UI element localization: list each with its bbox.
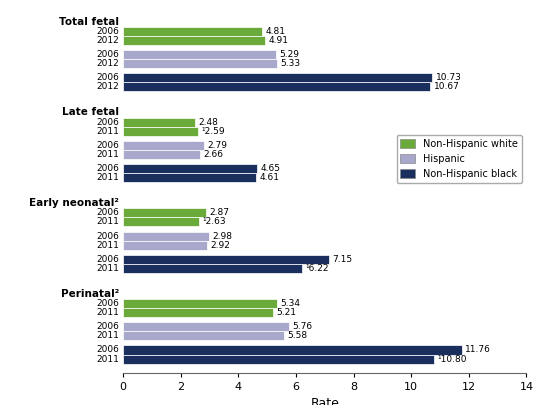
Text: 2006: 2006 xyxy=(96,27,119,36)
Text: 5.76: 5.76 xyxy=(292,322,312,331)
Text: Late fetal: Late fetal xyxy=(62,107,119,117)
Text: 2006: 2006 xyxy=(96,50,119,59)
Text: 4.81: 4.81 xyxy=(265,27,285,36)
Text: 2006: 2006 xyxy=(96,73,119,82)
Text: ¹2.59: ¹2.59 xyxy=(201,127,225,136)
Text: 2011: 2011 xyxy=(96,264,119,273)
Text: 2011: 2011 xyxy=(96,308,119,317)
Text: 10.67: 10.67 xyxy=(434,82,460,92)
Bar xyxy=(123,331,284,340)
Text: 2011: 2011 xyxy=(96,331,119,340)
Bar xyxy=(123,209,206,217)
Text: 10.73: 10.73 xyxy=(436,73,461,82)
Text: 5.33: 5.33 xyxy=(280,59,300,68)
Text: Total fetal: Total fetal xyxy=(59,17,119,27)
Text: Early neonatal²: Early neonatal² xyxy=(29,198,119,208)
Text: ¹10.80: ¹10.80 xyxy=(438,354,467,364)
Text: ¹2.63: ¹2.63 xyxy=(202,217,226,226)
Text: 4.91: 4.91 xyxy=(268,36,288,45)
Text: Perinatal²: Perinatal² xyxy=(61,289,119,299)
Bar xyxy=(123,173,256,182)
X-axis label: Rate: Rate xyxy=(310,397,339,405)
Bar xyxy=(123,264,302,273)
Bar xyxy=(123,232,209,241)
Text: 2006: 2006 xyxy=(96,118,119,127)
Bar xyxy=(123,241,207,249)
Bar xyxy=(123,299,277,308)
Text: 4.61: 4.61 xyxy=(259,173,279,182)
Text: 2006: 2006 xyxy=(96,164,119,173)
Text: 2.79: 2.79 xyxy=(207,141,227,150)
Text: 2011: 2011 xyxy=(96,150,119,159)
Text: 2011: 2011 xyxy=(96,173,119,182)
Text: 2006: 2006 xyxy=(96,299,119,308)
Text: 2006: 2006 xyxy=(96,209,119,217)
Text: 2.87: 2.87 xyxy=(209,209,229,217)
Text: 2006: 2006 xyxy=(96,345,119,354)
Text: 2011: 2011 xyxy=(96,217,119,226)
Text: 2006: 2006 xyxy=(96,322,119,331)
Text: 5.29: 5.29 xyxy=(279,50,299,59)
Text: 11.76: 11.76 xyxy=(465,345,491,354)
Text: 5.58: 5.58 xyxy=(287,331,307,340)
Text: 2011: 2011 xyxy=(96,241,119,249)
Bar xyxy=(123,82,431,92)
Text: 2011: 2011 xyxy=(96,354,119,364)
Text: 2012: 2012 xyxy=(96,82,119,92)
Text: 2012: 2012 xyxy=(96,36,119,45)
Bar xyxy=(123,164,257,173)
Bar xyxy=(123,50,276,59)
Bar xyxy=(123,322,289,331)
Bar xyxy=(123,150,200,159)
Text: 2012: 2012 xyxy=(96,59,119,68)
Text: 2.98: 2.98 xyxy=(212,232,232,241)
Text: 2006: 2006 xyxy=(96,141,119,150)
Bar xyxy=(123,27,262,36)
Bar xyxy=(123,36,265,45)
Text: 2.48: 2.48 xyxy=(198,118,218,127)
Text: 4.65: 4.65 xyxy=(260,164,281,173)
Text: 2011: 2011 xyxy=(96,127,119,136)
Bar xyxy=(123,118,195,127)
Bar xyxy=(123,354,434,364)
Bar xyxy=(123,59,277,68)
Legend: Non-Hispanic white, Hispanic, Non-Hispanic black: Non-Hispanic white, Hispanic, Non-Hispan… xyxy=(396,135,521,183)
Bar xyxy=(123,141,203,150)
Text: 2006: 2006 xyxy=(96,255,119,264)
Text: 2.66: 2.66 xyxy=(203,150,223,159)
Text: ¹6.22: ¹6.22 xyxy=(306,264,329,273)
Text: 2.92: 2.92 xyxy=(211,241,231,249)
Bar xyxy=(123,308,273,317)
Text: 5.34: 5.34 xyxy=(281,299,301,308)
Bar xyxy=(123,73,432,82)
Text: 5.21: 5.21 xyxy=(277,308,297,317)
Bar xyxy=(123,127,198,136)
Text: 2006: 2006 xyxy=(96,232,119,241)
Bar xyxy=(123,255,329,264)
Bar xyxy=(123,217,199,226)
Bar xyxy=(123,345,462,354)
Text: 7.15: 7.15 xyxy=(333,255,353,264)
